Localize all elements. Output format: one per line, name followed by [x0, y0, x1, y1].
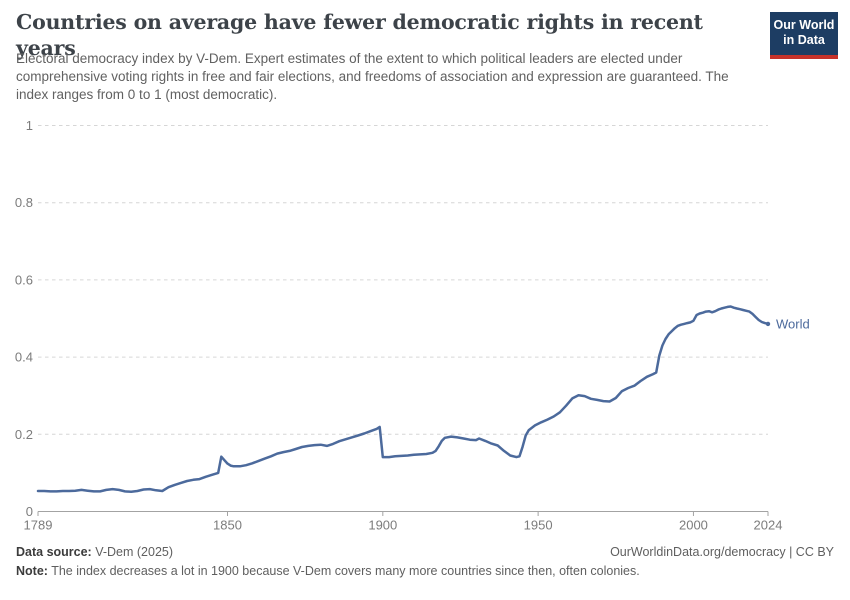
data-source-line: Data source: V-Dem (2025): [16, 543, 173, 562]
note-line: Note: The index decreases a lot in 1900 …: [16, 562, 834, 581]
y-tick-label-0.4: 0.4: [15, 350, 33, 365]
owid-logo-box: Our World in Data: [770, 12, 838, 55]
page-title: Countries on average have fewer democrat…: [16, 10, 703, 60]
owid-logo-red-bar: [770, 54, 838, 59]
data-source-value: V-Dem (2025): [95, 545, 174, 559]
y-tick-label-1: 1: [26, 118, 33, 133]
x-tick-label-2000: 2000: [679, 518, 708, 533]
x-tick-label-1950: 1950: [524, 518, 553, 533]
series-end-dot-world: [765, 321, 771, 327]
y-tick-label-0.6: 0.6: [15, 272, 33, 287]
data-source-label: Data source:: [16, 545, 92, 559]
line-chart: 0 0.2 0.4 0.6 0.8 1 1789 1850 1900 1950 2000 2024 Wo…: [15, 118, 810, 533]
x-tick-label-1900: 1900: [368, 518, 397, 533]
owid-logo[interactable]: Our World in Data: [770, 12, 838, 59]
note-value: The index decreases a lot in 1900 becaus…: [51, 564, 640, 579]
note-label: Note:: [16, 564, 48, 579]
owid-logo-text-line1: Our World: [773, 18, 835, 32]
chart-subtitle: Electoral democracy index by V-Dem. Expe…: [16, 51, 729, 102]
y-tick-label-0: 0: [26, 504, 33, 519]
y-tick-label-0.2: 0.2: [15, 427, 33, 442]
y-tick-label-0.8: 0.8: [15, 195, 33, 210]
series-line-world[interactable]: [36, 305, 770, 494]
owid-logo-text-line2: in Data: [783, 32, 825, 47]
series-label-world[interactable]: World: [776, 316, 810, 331]
x-tick-label-2024: 2024: [754, 518, 783, 533]
x-tick-label-1789: 1789: [24, 518, 53, 533]
chart-footer: Data source: V-Dem (2025) OurWorldinData…: [16, 543, 834, 582]
x-tick-label-1850: 1850: [213, 518, 242, 533]
owid-url-link[interactable]: OurWorldinData.org/democracy | CC BY: [610, 545, 834, 559]
